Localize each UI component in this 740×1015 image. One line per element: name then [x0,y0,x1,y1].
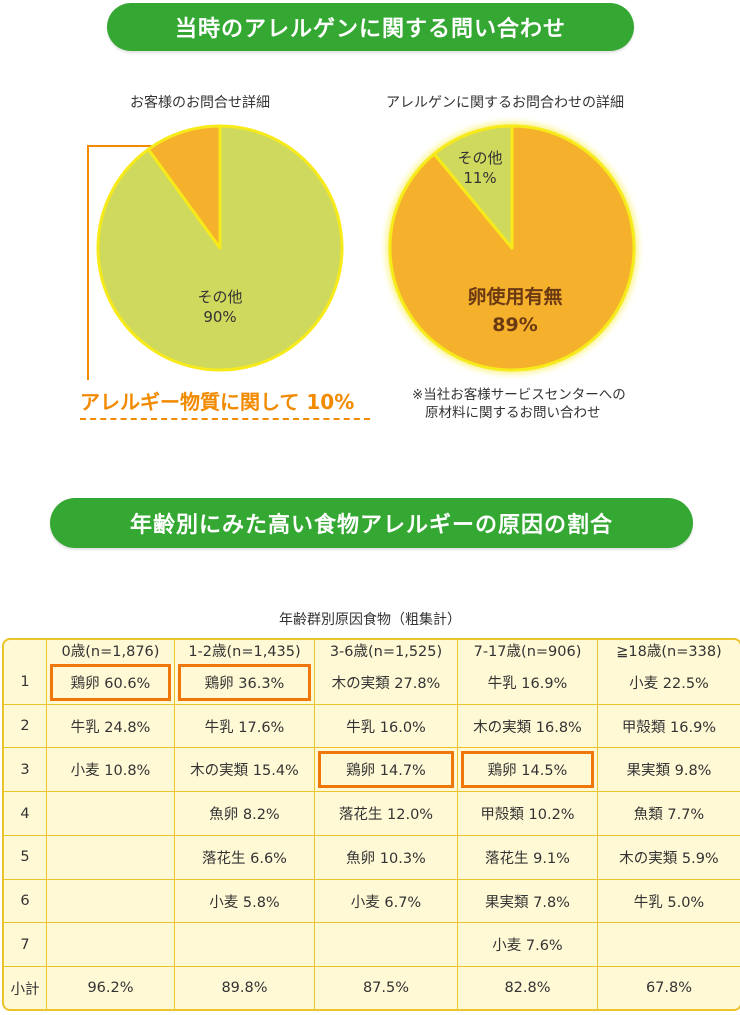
table-cell: 落花生 12.0% [315,792,458,836]
table-cell: 甲殻類 10.2% [458,792,598,836]
column-header: 0歳(n=1,876) [47,640,175,661]
table-cell: 鶏卵 14.7% [315,748,458,793]
table-cell: 鶏卵 36.3% [175,661,315,705]
column-header: 7-17歳(n=906) [458,640,598,661]
rank-cell: 3 [4,748,47,793]
pie1-other-value: 90% [203,308,237,326]
table-cell: 魚類 7.7% [598,792,740,836]
table-cell: 82.8% [458,967,598,1009]
pie2-other-name: その他 [457,149,503,167]
pie2-egg-value: 89% [492,314,538,336]
allergen-inquiry-pie-title: アレルゲンに関するお問合わせの詳細 [386,95,624,111]
table-cell: 96.2% [47,967,175,1009]
pie2-other-value: 11% [463,169,497,187]
table-cell: 牛乳 16.0% [315,704,458,749]
customer-inquiry-pie [96,124,344,372]
pie-charts [87,124,636,380]
column-header: ≧18歳(n=338) [616,644,722,660]
table-row: 3 小麦 10.8% 木の実類 15.4% 鶏卵 14.7% 鶏卵 14.5% 果実類 9… [4,748,740,793]
pie2-egg-name: 卵使用有無 [467,286,563,308]
pie2-slice-other [432,124,514,250]
rank-cell: 4 [4,792,47,836]
rank-cell: 小計 [4,967,47,1009]
pie1-other-label: その他 90% [170,287,270,327]
table-row: 2 牛乳 24.8% 牛乳 17.6% 牛乳 16.0% 木の実類 16.8% 甲殻類 1… [4,704,740,749]
table-cell: 鶏卵 60.6% [47,661,175,705]
table-cell: 木の実類 27.8% [315,661,458,705]
table-cell: 牛乳 24.8% [47,704,175,749]
pie2-other-label: その他 11% [440,148,520,188]
inquiry-banner: 当時のアレルゲンに関する問い合わせ [107,3,634,51]
allergen-inquiry-pie [388,124,636,372]
table-header-row: 0歳(n=1,876) 1-2歳(n=1,435) 3-6歳(n=1,525) 7-1… [4,640,740,661]
allergen-callout-label: アレルギー物質に関して 10% [80,390,355,414]
pie2-footnote-line2: 原材料に関するお問い合わせ [425,405,601,421]
table-cell: 木の実類 5.9% [598,836,740,880]
table-cell [47,835,175,880]
table-cell: 小麦 5.8% [175,879,315,924]
table-row: 6 小麦 5.8% 小麦 6.7% 果実類 7.8% 牛乳 5.0% [4,879,740,924]
table-cell [47,879,175,924]
table-cell: 木の実類 16.8% [458,704,598,749]
table-cell: 鶏卵 14.5% [458,748,598,793]
table-row: 4 魚卵 8.2% 落花生 12.0% 甲殻類 10.2% 魚類 7.7% [4,792,740,836]
callout-line [87,145,160,380]
table-cell: 果実類 7.8% [458,879,598,924]
table-row: 5 落花生 6.6% 魚卵 10.3% 落花生 9.1% 木の実類 5.9% [4,835,740,880]
customer-inquiry-pie-title: お客様のお問合せ詳細 [130,95,270,111]
table-row: 7 小麦 7.6% [4,923,740,968]
table-cell: 小麦 7.6% [458,923,598,968]
pie2-footnote-line1: ※当社お客様サービスセンターへの [412,387,626,403]
table-cell: 果実類 9.8% [598,748,740,793]
table-cell: 67.8% [645,980,693,997]
table-row: 小計 96.2% 89.8% 87.5% 82.8% 67.8% [4,967,740,1009]
rank-cell: 2 [4,704,47,749]
pie2-footnote: ※当社お客様サービスセンターへの 原材料に関するお問い合わせ [412,386,626,422]
pie1-other-name: その他 [197,288,243,306]
table-cell: 落花生 9.1% [458,835,598,880]
table-cell: 87.5% [315,967,458,1009]
table-corner-cell [4,640,47,661]
callout-underline [80,418,370,420]
rank-cell: 5 [4,835,47,880]
table-row: 1 鶏卵 60.6% 鶏卵 36.3% 木の実類 27.8% 牛乳 16.9% 小麦 22… [4,661,740,705]
rank-cell: 7 [4,923,47,968]
column-header: 3-6歳(n=1,525) [315,640,458,661]
pie1-slice-allergen [146,124,222,250]
table-cell: 魚卵 10.3% [315,835,458,880]
table-cell: 木の実類 15.4% [175,748,315,793]
table-cell [47,792,175,836]
rank-cell: 1 [4,661,47,705]
column-header: 1-2歳(n=1,435) [175,640,315,661]
pie2-egg-label: 卵使用有無 89% [440,283,590,339]
table-title: 年齢群別原因食物（粗集計） [279,612,461,628]
rank-cell: 6 [4,879,47,924]
table-cell: 小麦 10.8% [47,748,175,793]
table-cell: 小麦 22.5% [598,661,740,705]
table-cell: 牛乳 17.6% [175,704,315,749]
table-cell: 牛乳 16.9% [458,661,598,705]
table-cell [598,923,740,968]
allergy-cause-table: 0歳(n=1,876) 1-2歳(n=1,435) 3-6歳(n=1,525) 7-1… [2,638,740,1011]
table-cell: 89.8% [175,967,315,1009]
table-cell: 牛乳 5.0% [598,880,740,924]
table-cell: 魚卵 8.2% [175,792,315,836]
table-cell [47,923,175,968]
table-cell: 落花生 6.6% [175,835,315,880]
table-cell [175,923,315,968]
table-cell: 甲殻類 16.9% [598,705,740,749]
table-cell: 小麦 6.7% [315,879,458,924]
table-cell [315,923,458,968]
age-allergy-banner: 年齢別にみた高い食物アレルギーの原因の割合 [50,498,693,548]
